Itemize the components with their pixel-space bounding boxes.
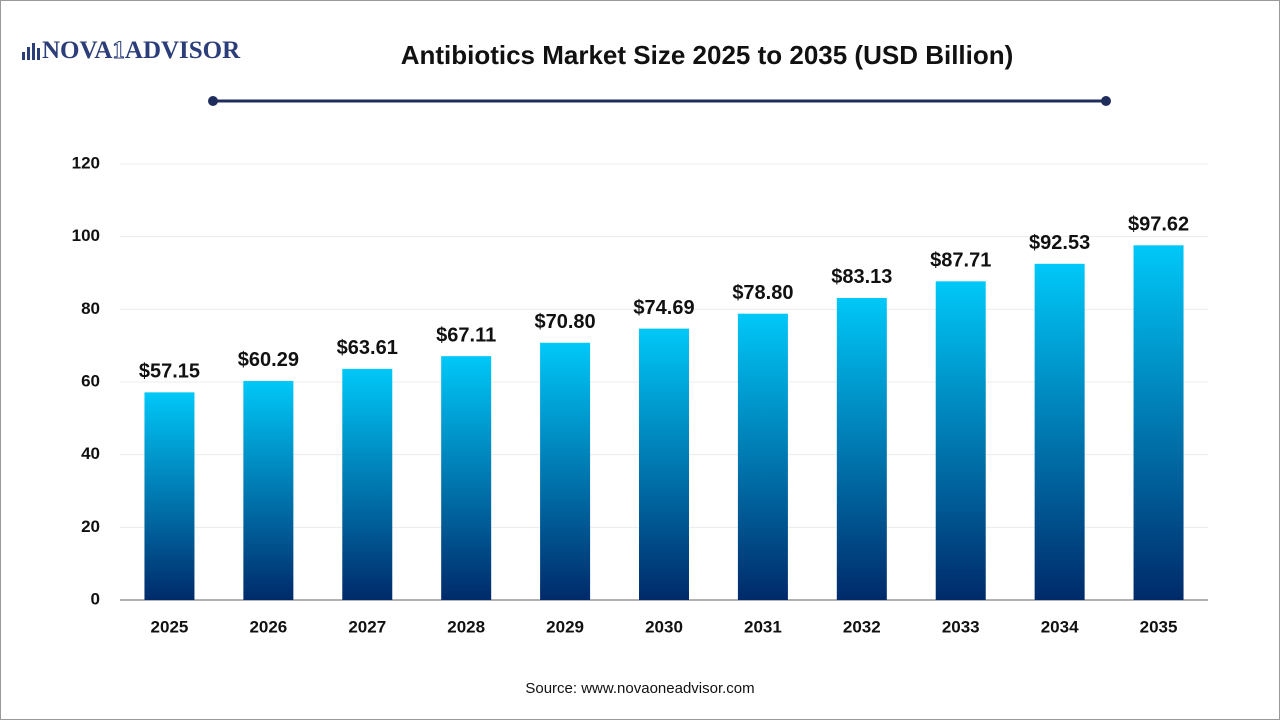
bar (1034, 263, 1085, 600)
bar (342, 368, 393, 600)
bar (441, 356, 492, 600)
x-tick-label: 2028 (447, 617, 485, 636)
source: Source: www.novaoneadvisor.com (525, 680, 754, 697)
y-tick-label: 60 (81, 371, 100, 390)
y-tick-label: 40 (81, 444, 100, 463)
x-tick-label: 2035 (1140, 617, 1178, 636)
bar (836, 297, 887, 600)
value-label: $87.71 (930, 250, 991, 272)
x-tick-label: 2025 (151, 617, 189, 636)
y-tick-label: 20 (81, 517, 100, 536)
x-tick-label: 2033 (942, 617, 980, 636)
y-tick-label: 100 (72, 226, 100, 245)
value-label: $74.69 (633, 297, 694, 319)
bar (737, 313, 788, 600)
x-tick-label: 2031 (744, 617, 782, 636)
bar (935, 281, 986, 600)
value-label: $92.53 (1029, 232, 1090, 254)
value-label: $83.13 (831, 266, 892, 288)
x-tick-label: 2027 (348, 617, 386, 636)
bar (243, 380, 294, 600)
x-tick-label: 2032 (843, 617, 881, 636)
x-tick-label: 2026 (249, 617, 287, 636)
logo-text: NOVA1ADVISOR (42, 37, 241, 64)
bar (1133, 245, 1184, 600)
y-tick-label: 120 (72, 153, 100, 172)
x-tick-label: 2029 (546, 617, 584, 636)
logo: NOVA1ADVISOR (22, 36, 241, 64)
value-label: $70.80 (535, 311, 596, 333)
value-label: $67.11 (436, 324, 496, 346)
y-tick-label: 0 (91, 589, 100, 608)
x-tick-label: 2034 (1041, 617, 1079, 636)
value-label: $63.61 (337, 337, 398, 359)
bar (639, 328, 689, 600)
value-label: $57.15 (139, 361, 200, 383)
bar (144, 392, 195, 600)
chart-title: Antibiotics Market Size 2025 to 2035 (US… (401, 40, 1014, 70)
rule-dot (208, 96, 218, 106)
value-label: $78.80 (732, 282, 793, 304)
x-tick-label: 2030 (645, 617, 683, 636)
value-label: $60.29 (238, 349, 299, 371)
bar (540, 342, 591, 600)
rule-dot (1101, 96, 1111, 106)
value-label: $97.62 (1128, 214, 1189, 236)
y-tick-label: 80 (81, 299, 100, 318)
